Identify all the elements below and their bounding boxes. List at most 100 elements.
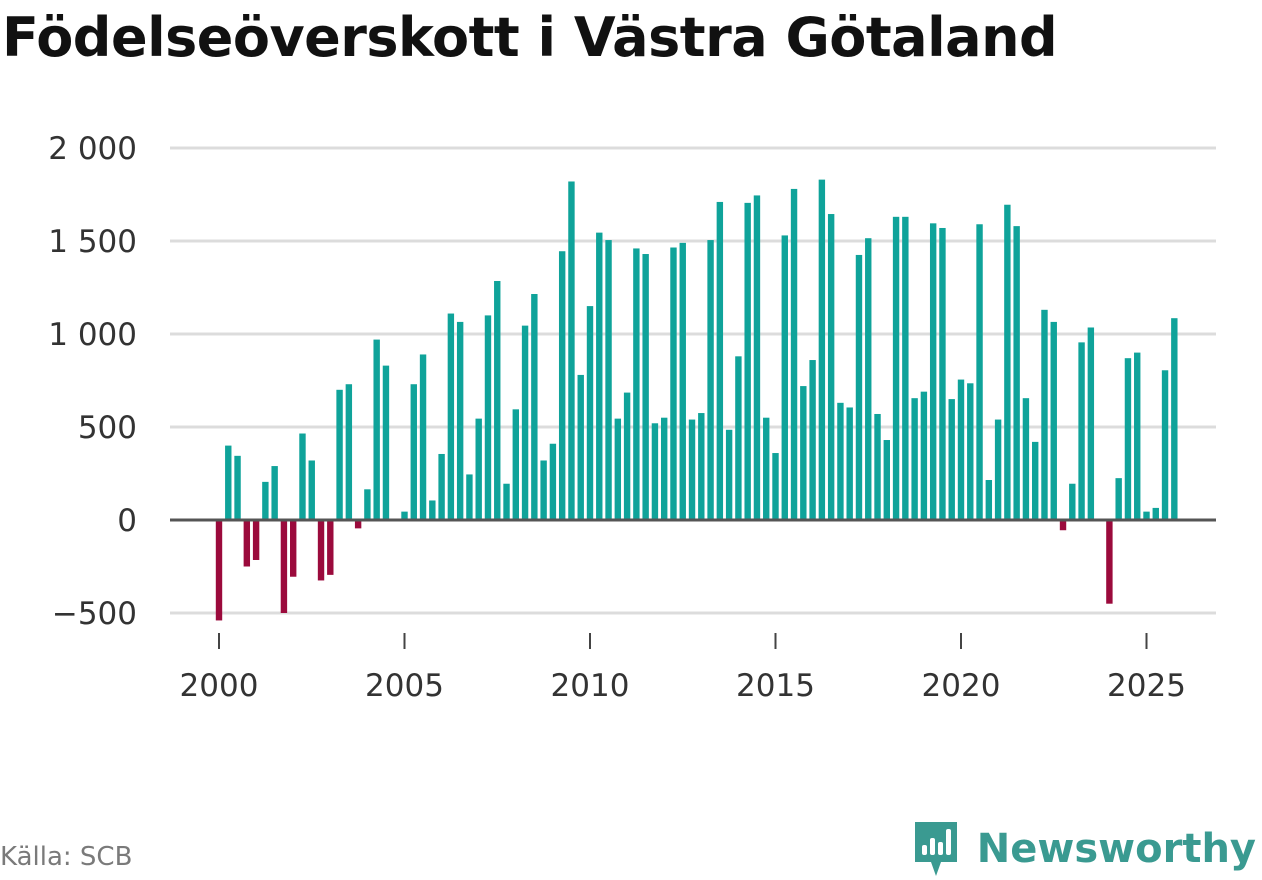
bar [215,520,223,621]
bar [1032,441,1039,520]
bar [364,489,371,520]
bar [1050,321,1057,520]
bar [586,306,594,520]
bar [1171,318,1178,520]
bar [827,214,835,520]
bar [707,240,714,520]
y-tick-label: 1 000 [48,317,137,353]
bar [781,235,788,521]
bar [1087,327,1095,520]
x-tick-label: 2020 [922,668,1001,704]
bar [410,384,417,520]
y-tick-label: −500 [52,596,137,632]
bar [623,392,631,520]
bar [234,455,241,520]
y-tick-label: 2 000 [48,131,137,167]
bar [744,202,751,520]
bar [1078,342,1085,520]
bar [661,417,668,520]
bar [790,188,798,521]
bar [948,399,955,520]
bar [957,379,965,520]
y-tick-label: 1 500 [48,224,137,260]
bar [605,240,612,520]
bar [735,356,742,520]
bar [466,474,473,520]
bar [920,391,928,520]
bar [568,181,575,521]
bar [772,453,779,520]
brand[interactable]: Newsworthy [911,818,1256,880]
bar [670,247,677,520]
bar [1069,483,1076,520]
bar [976,224,983,520]
bar [642,254,649,520]
bar [429,500,436,520]
bar [763,417,770,520]
bar [614,418,622,520]
bar [985,480,993,520]
y-gridlines [170,146,1216,615]
y-tick-label: 0 [117,503,137,539]
bar [1152,507,1159,520]
bar [596,232,603,520]
bar [354,520,362,529]
bar [725,429,733,520]
bar [1022,398,1030,520]
bar [716,201,724,520]
bar [1059,520,1067,531]
bar [540,460,547,520]
bar [837,402,844,520]
bar [262,481,269,520]
bar [994,419,1002,520]
bar [1143,511,1150,520]
bar [447,313,455,520]
bar [558,251,566,521]
x-axis: 2000 2005 2010 2015 2020 2025 [180,633,1186,704]
newsworthy-logo-icon [914,822,957,876]
bar [883,440,890,520]
bar [1106,520,1113,604]
x-tick-label: 2025 [1107,668,1186,704]
bar [892,216,900,520]
y-axis-labels: −500 0 500 1 000 1 500 2 000 [48,131,137,632]
bar [271,466,278,520]
bar [456,321,464,520]
bar [939,227,946,521]
bar [280,520,288,613]
bar [531,294,538,520]
bar [855,254,863,520]
bar [419,354,427,520]
x-tick-label: 2005 [365,668,444,704]
bar [818,179,826,520]
bar [521,325,529,520]
bar [290,520,297,577]
bar [308,460,315,520]
bar [373,339,380,520]
bar [679,242,686,521]
bar [494,280,501,520]
bar [1124,358,1132,520]
bar [327,520,334,575]
bar [967,383,974,520]
bar [688,419,696,520]
bar [865,238,872,520]
bar [1161,370,1169,520]
x-tick-label: 2010 [551,668,630,704]
bar [1013,226,1020,520]
bar [874,413,881,520]
bar [299,433,306,520]
bar [438,453,445,520]
bar [1004,204,1011,521]
bar [698,413,705,520]
bar [809,360,816,520]
bar [336,389,343,520]
source-note: Källa: SCB [0,842,133,872]
bar [317,520,325,581]
bar [243,520,251,567]
bar [225,445,232,520]
bar [503,483,510,520]
bar [484,315,492,520]
bar [753,195,761,520]
